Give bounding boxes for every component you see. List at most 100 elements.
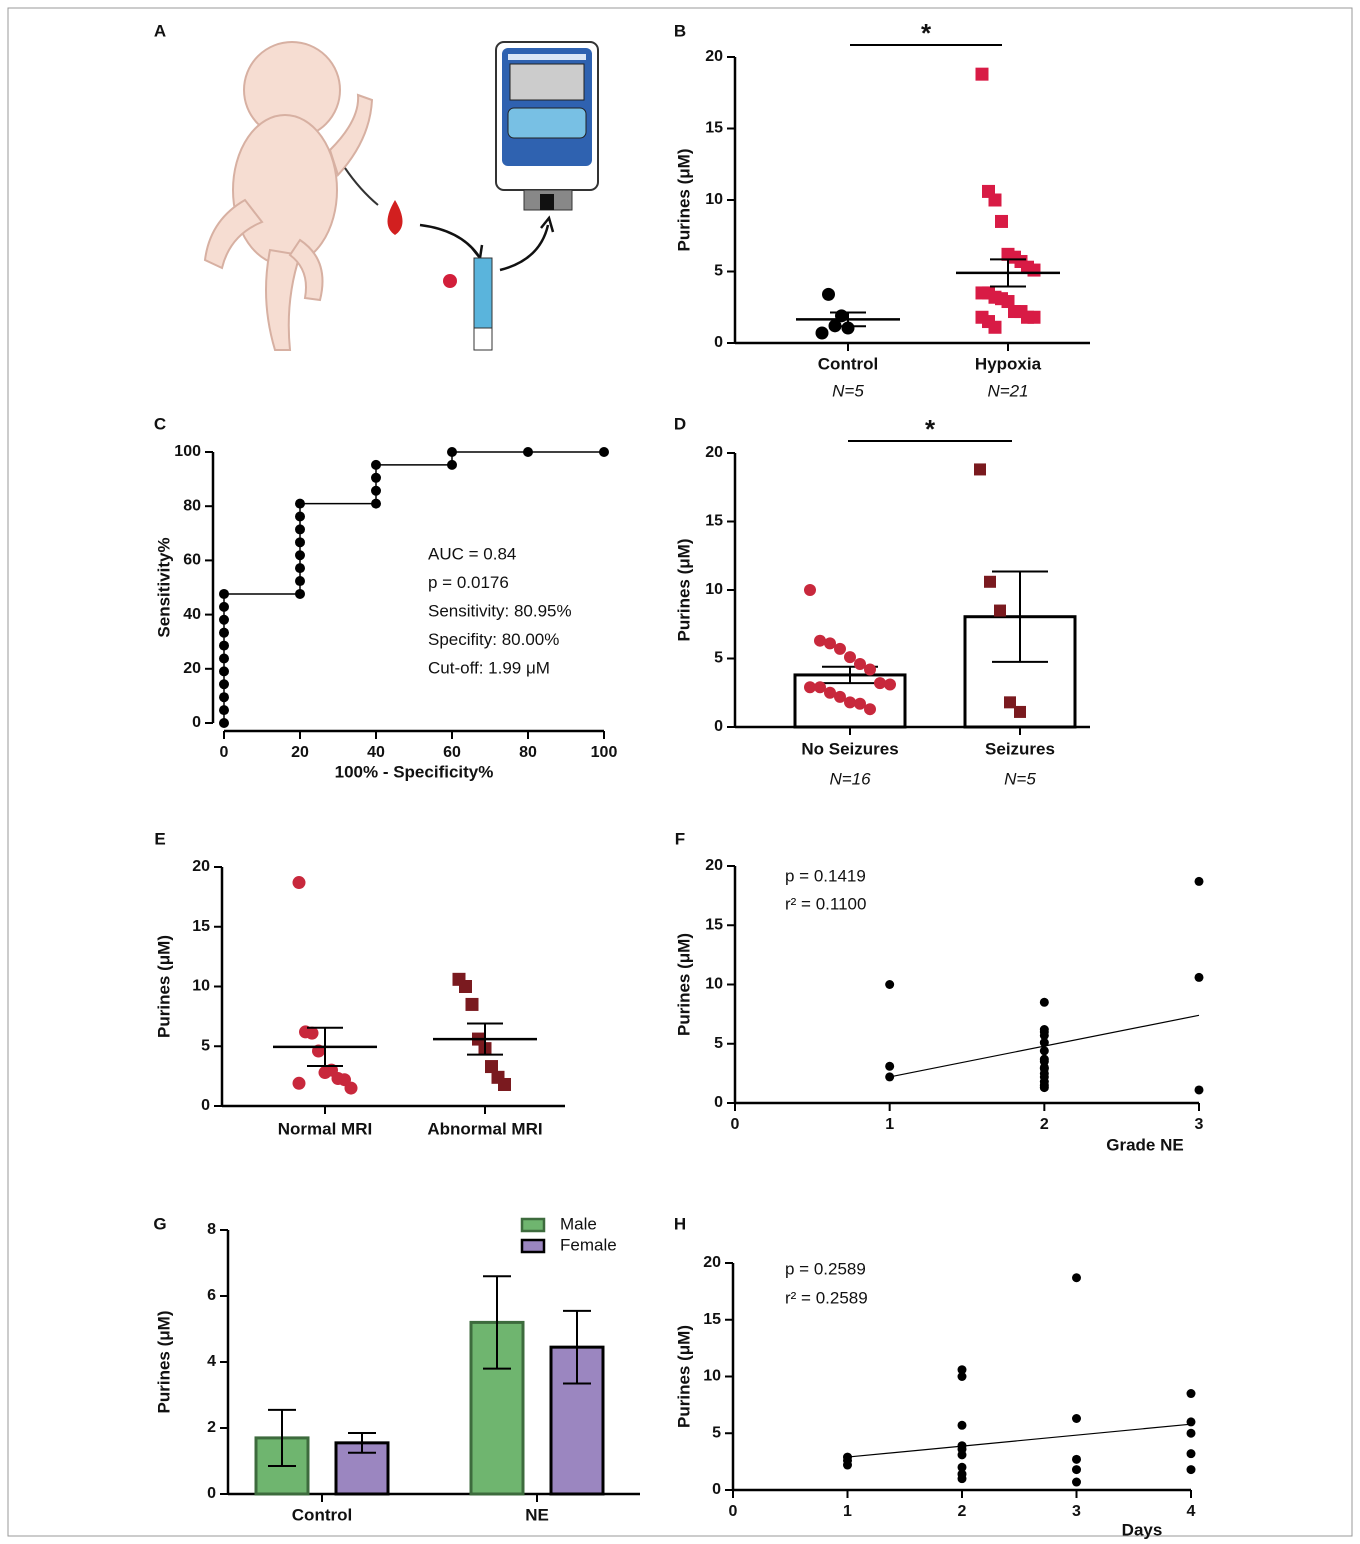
point bbox=[1027, 263, 1041, 277]
point bbox=[1039, 1083, 1049, 1093]
x-tick-label: 3 bbox=[1195, 1116, 1204, 1133]
annotation: r² = 0.2589 bbox=[785, 1288, 868, 1307]
x-tick-label: NE bbox=[525, 1505, 549, 1524]
point bbox=[864, 663, 876, 676]
sample-size: N=21 bbox=[987, 381, 1028, 400]
y-tick-label: 5 bbox=[714, 263, 723, 280]
y-tick-label: 0 bbox=[201, 1097, 210, 1114]
point bbox=[599, 447, 609, 457]
point bbox=[371, 498, 381, 509]
point bbox=[957, 1420, 967, 1430]
y-tick-label: 5 bbox=[714, 1035, 723, 1052]
y-tick-label: 10 bbox=[192, 978, 210, 995]
y-tick-label: 10 bbox=[703, 1368, 721, 1385]
point bbox=[305, 1026, 319, 1040]
x-tick-label: Control bbox=[292, 1505, 352, 1524]
x-tick-label: Normal MRI bbox=[278, 1119, 372, 1138]
point bbox=[371, 485, 381, 496]
point bbox=[814, 634, 826, 647]
point bbox=[822, 287, 835, 301]
annotation: AUC = 0.84 bbox=[428, 544, 516, 563]
point bbox=[295, 576, 305, 587]
y-tick-label: 10 bbox=[705, 976, 723, 993]
point bbox=[834, 642, 846, 655]
x-tick-label: 20 bbox=[291, 744, 309, 761]
point bbox=[994, 604, 1006, 617]
point bbox=[295, 498, 305, 509]
point bbox=[995, 214, 1008, 228]
x-tick-label: 100 bbox=[591, 744, 618, 761]
point bbox=[371, 472, 381, 483]
y-axis-label: Sensitivity% bbox=[154, 537, 173, 637]
point bbox=[459, 980, 472, 993]
y-tick-label: 40 bbox=[183, 606, 201, 623]
error-bar bbox=[467, 1022, 503, 1056]
point bbox=[371, 459, 381, 470]
y-tick-label: 0 bbox=[192, 714, 201, 731]
point bbox=[219, 718, 229, 728]
error-bar bbox=[307, 1026, 343, 1067]
x-tick-label: 0 bbox=[731, 1116, 740, 1133]
point bbox=[984, 575, 996, 588]
point bbox=[219, 588, 229, 599]
fit-line bbox=[889, 1014, 1200, 1078]
y-axis-label: Purines (μM) bbox=[674, 1325, 693, 1428]
point bbox=[498, 1077, 511, 1091]
annotation: p = 0.0176 bbox=[428, 573, 509, 592]
legend-label: Male bbox=[560, 1214, 597, 1233]
point bbox=[844, 696, 856, 709]
point bbox=[295, 588, 305, 599]
point bbox=[1186, 1428, 1196, 1438]
point bbox=[1186, 1465, 1196, 1475]
point bbox=[1194, 972, 1204, 982]
error-bar bbox=[563, 1309, 591, 1385]
panel-label: D bbox=[674, 414, 686, 433]
x-tick-label: Abnormal MRI bbox=[427, 1119, 542, 1138]
x-axis-label: Grade NE bbox=[1106, 1135, 1183, 1154]
y-tick-label: 100 bbox=[174, 443, 201, 460]
x-tick-label: 4 bbox=[1187, 1503, 1196, 1520]
x-tick-label: 3 bbox=[1072, 1503, 1081, 1520]
point bbox=[804, 584, 816, 596]
y-tick-label: 20 bbox=[705, 857, 723, 874]
point bbox=[854, 657, 866, 670]
point bbox=[814, 681, 826, 694]
point bbox=[1014, 705, 1026, 718]
y-tick-label: 15 bbox=[705, 916, 723, 933]
y-axis-label: Purines (μM) bbox=[674, 539, 693, 642]
x-tick-label: 0 bbox=[220, 744, 229, 761]
point bbox=[975, 67, 989, 81]
y-tick-label: 10 bbox=[705, 581, 723, 598]
point bbox=[957, 1474, 967, 1484]
point bbox=[219, 653, 229, 664]
y-tick-label: 20 bbox=[703, 1254, 721, 1271]
error-bar bbox=[830, 311, 866, 328]
point bbox=[1072, 1477, 1081, 1487]
y-axis-label: Purines (μM) bbox=[674, 149, 693, 252]
point bbox=[1072, 1273, 1081, 1283]
y-axis-label: Purines (μM) bbox=[674, 933, 693, 1036]
annotation: p = 0.2589 bbox=[785, 1259, 866, 1278]
x-tick-label: No Seizures bbox=[801, 739, 898, 758]
point bbox=[219, 614, 229, 625]
y-tick-label: 15 bbox=[703, 1311, 721, 1328]
point bbox=[1004, 696, 1016, 709]
y-tick-label: 15 bbox=[705, 120, 723, 137]
y-tick-label: 15 bbox=[192, 918, 210, 935]
point bbox=[1194, 1085, 1204, 1095]
y-tick-label: 4 bbox=[207, 1353, 216, 1370]
annotation: p = 0.1419 bbox=[785, 866, 866, 885]
illustration bbox=[203, 41, 599, 351]
x-tick-label: 60 bbox=[443, 744, 461, 761]
significance: * bbox=[921, 18, 932, 48]
point bbox=[834, 690, 846, 703]
point bbox=[824, 637, 836, 650]
roc-line bbox=[223, 451, 604, 723]
point bbox=[974, 463, 986, 476]
point bbox=[465, 997, 479, 1011]
frame bbox=[7, 7, 1353, 1537]
y-tick-label: 5 bbox=[201, 1037, 210, 1054]
y-axis-label: Purines (μM) bbox=[154, 1311, 173, 1414]
point bbox=[884, 678, 896, 691]
